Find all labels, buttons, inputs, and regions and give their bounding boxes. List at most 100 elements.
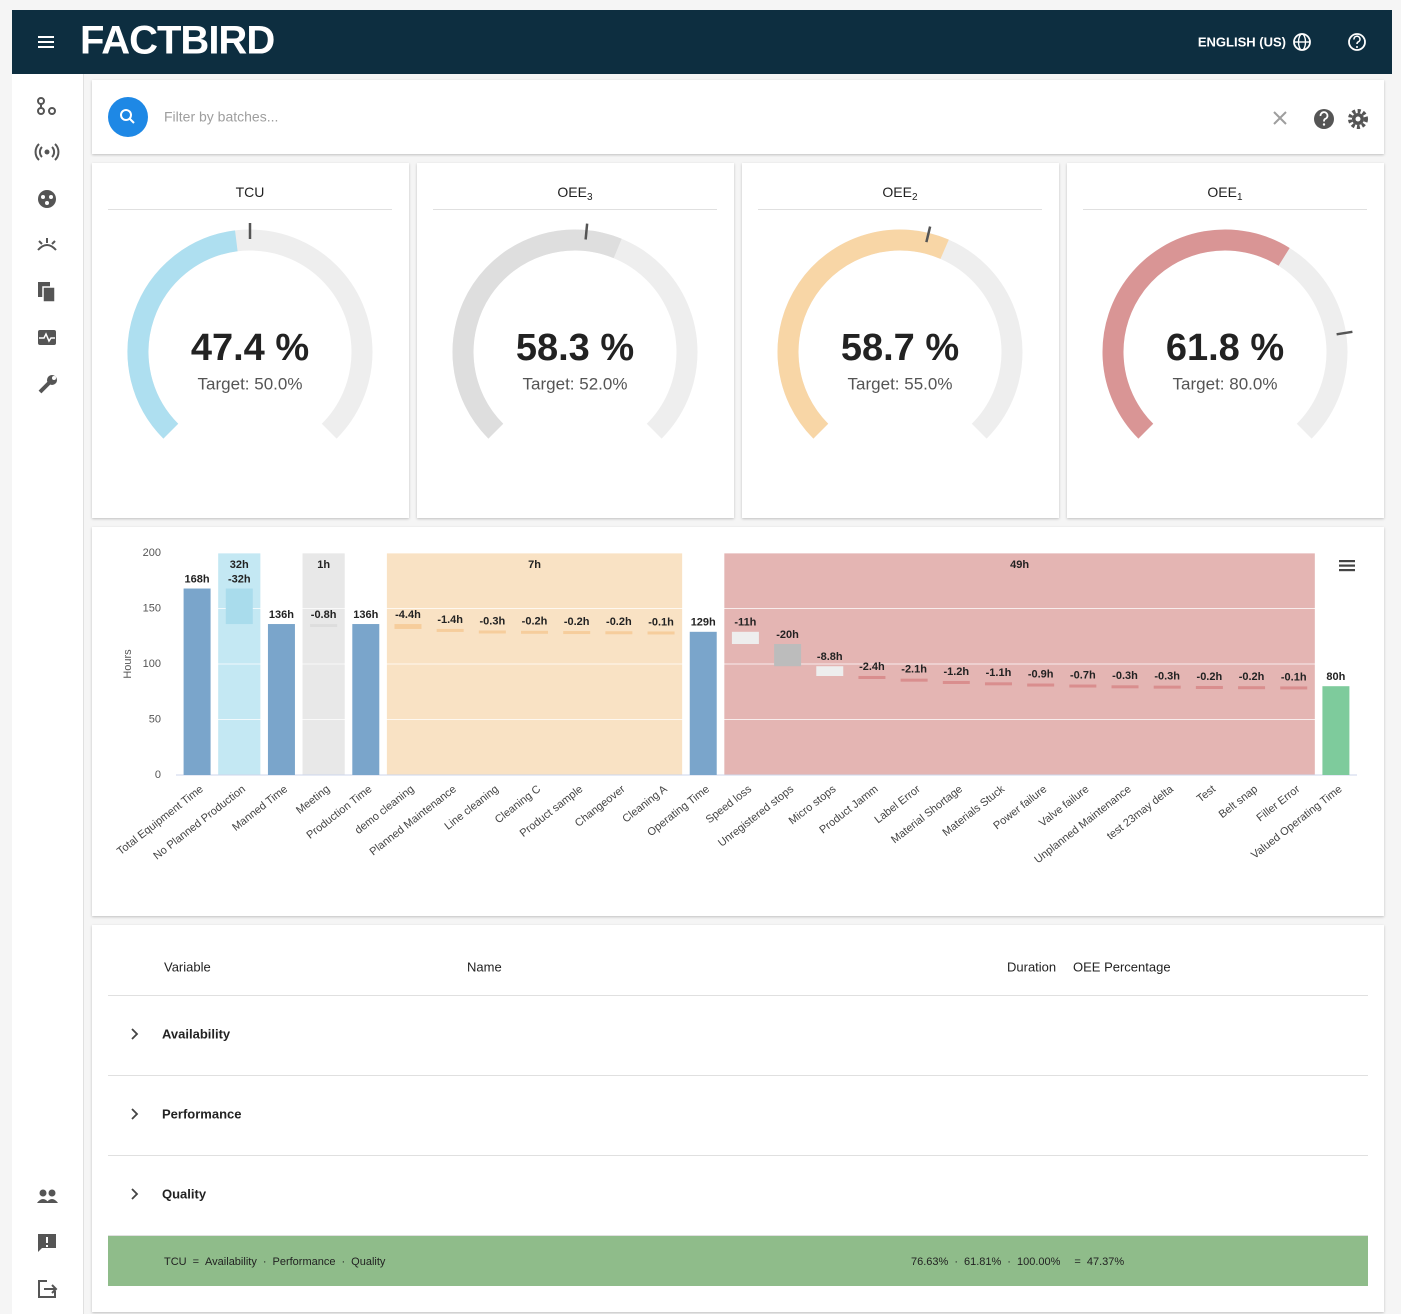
bar [1195,685,1223,689]
bar [478,630,506,634]
data-label: 129h [691,617,716,629]
formula-value: 61.81% [964,1256,1002,1268]
band-label: 1h [317,559,330,571]
expand-button[interactable] [131,1028,139,1040]
gauge-title: OEE3 [557,184,593,203]
gauge-value-arc [127,230,238,439]
data-label: -0.7h [1070,669,1096,681]
formula-times: · [954,1256,958,1268]
y-tick-label: 200 [143,547,161,559]
formula-bar [108,1236,1368,1286]
formula-value: 76.63% [911,1256,949,1268]
bar [942,680,970,684]
bar [1069,684,1097,688]
nav-icon-devices[interactable] [38,190,56,208]
row-label: Availability [162,1026,231,1041]
column-header: Duration [1007,959,1056,974]
chart-menu-button[interactable] [1339,560,1355,572]
bar [1153,685,1181,689]
bar [310,624,338,628]
filter-help-button[interactable] [1314,109,1334,129]
data-label: -0.2h [606,616,632,628]
band-label: 49h [1010,559,1029,571]
app-bar [12,10,1392,74]
gauge-title-subscript: 1 [1237,192,1243,203]
formula-text: TCU = Availability · Performance · Quality [164,1256,386,1268]
gauge-title-text: TCU [236,184,265,200]
settings-button[interactable] [1348,109,1368,129]
data-label: -0.2h [522,616,548,628]
sidebar-icons [34,97,60,1298]
data-label: -1.1h [986,667,1012,679]
column-header: Variable [164,959,211,974]
data-label: -20h [776,629,799,641]
nav-icon-settings[interactable] [38,375,57,394]
nav-icon-logout[interactable] [38,1280,58,1298]
search-button[interactable] [108,97,148,137]
filter-input[interactable]: Filter by batches... [164,109,278,125]
column-header: Name [467,959,502,974]
gauge-value: 58.7 % [841,327,959,369]
gauge-target: Target: 80.0% [1173,374,1278,393]
data-label: -2.4h [859,661,885,673]
nav-icon-documents[interactable] [38,282,56,303]
y-tick-label: 150 [143,602,161,614]
gauge-title: TCU [236,184,265,200]
gauge-target-marker [584,223,589,240]
formula-term: Quality [351,1256,386,1268]
oee-table: Variable Name Duration OEE Percentage Availa… [108,959,1368,1286]
bar [984,682,1012,686]
expand-button[interactable] [131,1108,139,1120]
data-label: -0.2h [1239,671,1265,683]
data-label: -0.2h [564,616,590,628]
data-label: -0.1h [648,616,674,628]
nav-icon-feedback[interactable] [38,1234,56,1252]
bar [394,624,422,629]
data-label: -32h [228,573,251,585]
data-label: 80h [1326,671,1345,683]
bar [436,628,464,632]
menu-button[interactable] [38,36,54,48]
gauge-title-text: OEE [557,184,587,200]
nav-icon-users[interactable] [37,1189,58,1204]
language-selector[interactable]: ENGLISH (US) [1198,34,1286,49]
bar [858,675,886,679]
formula-times: · [263,1256,267,1268]
language-icon[interactable] [1293,33,1311,51]
band-label: 32h [230,559,249,571]
data-label: -4.4h [395,609,421,621]
clear-button[interactable] [1273,111,1287,125]
nav-icon-monitor[interactable] [38,330,56,345]
gauge-target-marker [1336,330,1353,336]
gauge-value-arc [452,229,622,439]
gauge-value-arc [777,229,949,439]
y-tick-label: 0 [155,769,161,781]
data-label: -0.2h [1197,671,1223,683]
gauge-target: Target: 50.0% [198,374,303,393]
bar [900,678,928,682]
formula-term: Performance [273,1256,336,1268]
bar [731,631,759,645]
column-header: OEE Percentage [1073,959,1171,974]
bar [1322,686,1350,775]
gauge-title-text: OEE [1207,184,1237,200]
bar [352,624,380,775]
data-label: -0.9h [1028,668,1054,680]
nav-icon-lines[interactable] [37,97,56,115]
sidebar [12,74,83,1314]
expand-button[interactable] [131,1188,139,1200]
gauge-card: OEE1 61.8 % Target: 80.0% [1067,163,1384,518]
nav-icon-alarms[interactable] [37,238,57,251]
bar [774,644,802,667]
data-label: 136h [353,609,378,621]
nav-icon-sensors[interactable] [34,143,60,161]
bar [563,631,591,635]
gauge-value: 58.3 % [516,327,634,369]
band-label: 7h [528,559,541,571]
bar [605,631,633,635]
help-button[interactable] [1348,33,1366,51]
bar [1238,686,1266,690]
formula-term: Availability [205,1256,257,1268]
